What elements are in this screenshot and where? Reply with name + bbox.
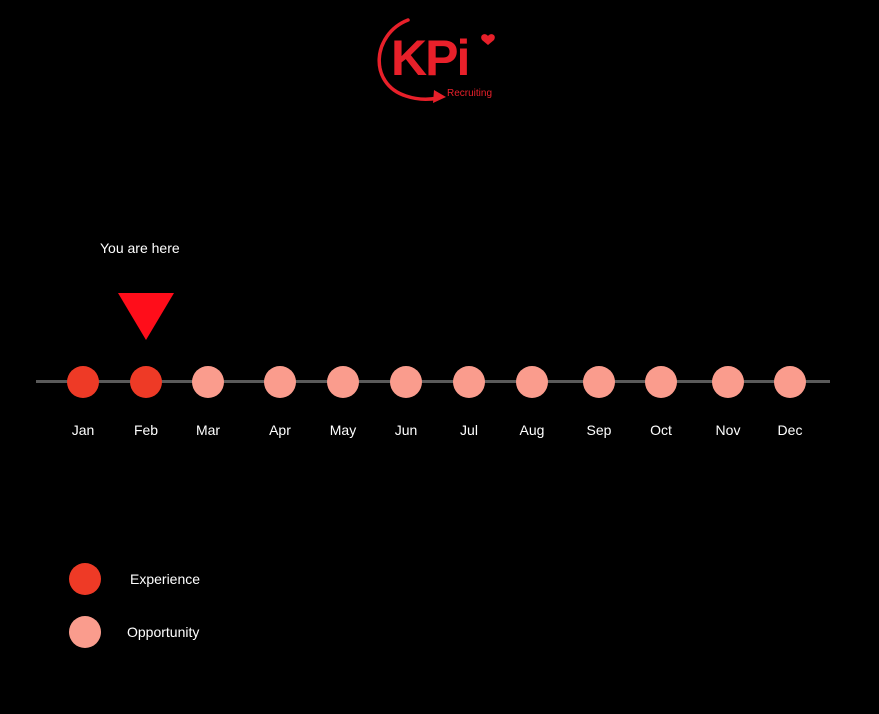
month-label-dec: Dec <box>777 422 803 438</box>
month-label-jun: Jun <box>394 422 418 438</box>
you-are-here-label: You are here <box>100 240 180 256</box>
month-label-jul: Jul <box>460 422 478 438</box>
month-label-apr: Apr <box>269 422 291 438</box>
timeline-dot-mar <box>192 366 224 398</box>
logo-wordmark: KPi <box>391 30 470 86</box>
month-label-feb: Feb <box>133 422 159 438</box>
month-label-jan: Jan <box>71 422 95 438</box>
timeline-dot-apr <box>264 366 296 398</box>
timeline-dot-jun <box>390 366 422 398</box>
timeline-dot-nov <box>712 366 744 398</box>
timeline-dot-dec <box>774 366 806 398</box>
timeline-dot-feb <box>130 366 162 398</box>
timeline-dot-jul <box>453 366 485 398</box>
timeline-dot-oct <box>645 366 677 398</box>
month-label-mar: Mar <box>195 422 221 438</box>
legend-opportunity-label: Opportunity <box>127 624 200 640</box>
month-label-sep: Sep <box>586 422 612 438</box>
legend-opportunity-dot <box>69 616 101 648</box>
kpi-logo-swoosh-icon <box>377 18 495 103</box>
month-label-nov: Nov <box>715 422 741 438</box>
month-label-may: May <box>329 422 357 438</box>
legend-experience-dot <box>69 563 101 595</box>
logo-subtitle: Recruiting <box>447 88 493 99</box>
timeline-dot-aug <box>516 366 548 398</box>
month-label-oct: Oct <box>650 422 672 438</box>
legend-experience-label: Experience <box>130 571 201 587</box>
timeline-dot-may <box>327 366 359 398</box>
month-label-aug: Aug <box>519 422 545 438</box>
current-position-marker-icon <box>118 293 174 340</box>
timeline-dot-sep <box>583 366 615 398</box>
timeline-track <box>36 380 830 383</box>
timeline-dot-jan <box>67 366 99 398</box>
